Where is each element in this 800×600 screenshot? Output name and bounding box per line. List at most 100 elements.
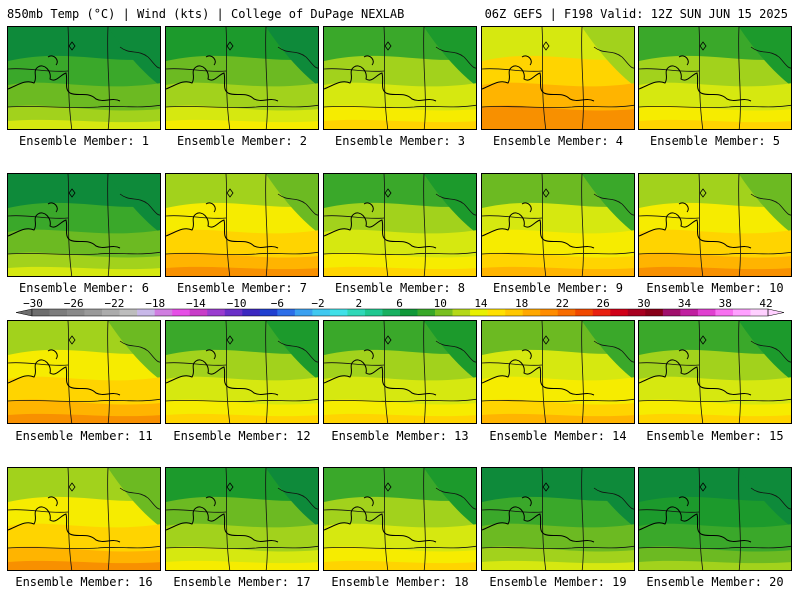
colorbar-swatch: [207, 309, 226, 316]
ensemble-map-panel: [638, 467, 792, 571]
colorbar-swatch: [417, 309, 436, 316]
ensemble-map-panel: [165, 173, 319, 277]
colorbar-swatch: [242, 309, 261, 316]
ensemble-member-label: Ensemble Member: 17: [173, 575, 311, 589]
colorbar-tick-label: 26: [596, 298, 609, 310]
ensemble-member-label: Ensemble Member: 14: [489, 429, 627, 443]
colorbar-swatch: [522, 309, 541, 316]
ensemble-map-panel: [165, 467, 319, 571]
colorbar-swatch: [84, 309, 103, 316]
ensemble-map-panel: [7, 320, 161, 424]
ensemble-member-label: Ensemble Member: 19: [489, 575, 627, 589]
ensemble-map-panel: [165, 26, 319, 130]
ensemble-member-label: Ensemble Member: 9: [492, 281, 624, 295]
ensemble-map-panel: [638, 173, 792, 277]
colorbar-swatch: [645, 309, 664, 316]
colorbar-tick-label: −30: [23, 298, 43, 310]
colorbar-tick-label: −10: [227, 298, 247, 310]
ensemble-map-panel: [638, 26, 792, 130]
colorbar-tick-label: 6: [396, 298, 403, 310]
colorbar-swatch: [715, 309, 734, 316]
colorbar-tick-label: −14: [186, 298, 206, 310]
ensemble-map-panel: [481, 26, 635, 130]
ensemble-member-label: Ensemble Member: 15: [646, 429, 784, 443]
colorbar-swatch: [277, 309, 296, 316]
colorbar-tick-label: −22: [105, 298, 125, 310]
colorbar-swatch: [732, 309, 751, 316]
colorbar-low-arrow: [15, 308, 33, 317]
ensemble-member-label: Ensemble Member: 6: [18, 281, 150, 295]
colorbar-swatch: [364, 309, 383, 316]
colorbar-tick-label: −6: [271, 298, 284, 310]
colorbar-swatch: [505, 309, 523, 316]
colorbar-swatch: [67, 309, 85, 316]
ensemble-member-label: Ensemble Member: 20: [646, 575, 784, 589]
colorbar-swatch: [435, 309, 453, 316]
colorbar-swatch: [662, 309, 681, 316]
ensemble-member-label: Ensemble Member: 5: [649, 134, 781, 148]
ensemble-member-label: Ensemble Member: 3: [334, 134, 466, 148]
colorbar-swatch: [540, 309, 559, 316]
colorbar-swatch: [680, 309, 699, 316]
ensemble-member-label: Ensemble Member: 16: [15, 575, 153, 589]
colorbar-swatch: [697, 309, 716, 316]
ensemble-member-label: Ensemble Member: 4: [492, 134, 624, 148]
ensemble-member-label: Ensemble Member: 11: [15, 429, 153, 443]
ensemble-member-label: Ensemble Member: 8: [334, 281, 466, 295]
ensemble-member-label: Ensemble Member: 18: [331, 575, 469, 589]
colorbar-swatch: [49, 309, 68, 316]
colorbar-swatch: [452, 309, 471, 316]
ensemble-map-panel: [323, 26, 477, 130]
colorbar-swatch: [312, 309, 331, 316]
colorbar-swatch: [294, 309, 313, 316]
colorbar-swatch: [102, 309, 120, 316]
ensemble-map-panel: [481, 467, 635, 571]
colorbar-high-arrow: [767, 308, 785, 317]
colorbar-swatch: [592, 309, 611, 316]
ensemble-map-panel: [323, 467, 477, 571]
colorbar-swatch: [750, 309, 769, 316]
colorbar-swatch: [627, 309, 646, 316]
ensemble-member-label: Ensemble Member: 13: [331, 429, 469, 443]
colorbar-swatch: [382, 309, 401, 316]
chart-title: 850mb Temp (°C) | Wind (kts) | College o…: [7, 7, 405, 21]
colorbar-swatch: [347, 309, 366, 316]
colorbar-tick-label: 30: [637, 298, 650, 310]
colorbar-swatch: [487, 309, 506, 316]
ensemble-member-label: Ensemble Member: 10: [646, 281, 784, 295]
colorbar-swatch: [154, 309, 173, 316]
ensemble-map-panel: [7, 173, 161, 277]
colorbar-swatch: [470, 309, 488, 316]
temperature-colorbar: −30 −26 −22 −18 −14 −10 −6 −2 2 6 10 14 18 22 26 30 34 38…: [15, 298, 785, 317]
colorbar-tick-label: 18: [515, 298, 528, 310]
colorbar-swatch: [119, 309, 138, 316]
ensemble-member-label: Ensemble Member: 12: [173, 429, 311, 443]
colorbar-tick-label: −18: [145, 298, 165, 310]
ensemble-map-panel: [7, 467, 161, 571]
colorbar-swatch: [400, 309, 418, 316]
colorbar-tick-label: 42: [759, 298, 772, 310]
ensemble-member-label: Ensemble Member: 1: [18, 134, 150, 148]
colorbar-tick-label: 14: [474, 298, 488, 310]
valid-time: 06Z GEFS | F198 Valid: 12Z SUN JUN 15 20…: [484, 7, 788, 21]
colorbar-swatch: [172, 309, 191, 316]
colorbar-swatch: [189, 309, 208, 316]
colorbar-tick-label: 38: [719, 298, 732, 310]
colorbar-swatch: [32, 309, 50, 316]
colorbar-swatch: [610, 309, 629, 316]
ensemble-map-panel: [323, 320, 477, 424]
colorbar-tick-label: −2: [311, 298, 324, 310]
colorbar-tick-label: 10: [434, 298, 447, 310]
colorbar-swatch: [329, 309, 348, 316]
ensemble-member-label: Ensemble Member: 7: [176, 281, 308, 295]
ensemble-map-panel: [481, 320, 635, 424]
colorbar-tick-label: 34: [678, 298, 692, 310]
ensemble-map-panel: [7, 26, 161, 130]
ensemble-map-panel: [481, 173, 635, 277]
colorbar-swatch: [137, 309, 155, 316]
colorbar-swatch: [575, 309, 594, 316]
colorbar-tick-label: 22: [556, 298, 569, 310]
ensemble-member-label: Ensemble Member: 2: [176, 134, 308, 148]
colorbar-tick-label: 2: [355, 298, 362, 310]
ensemble-map-panel: [323, 173, 477, 277]
